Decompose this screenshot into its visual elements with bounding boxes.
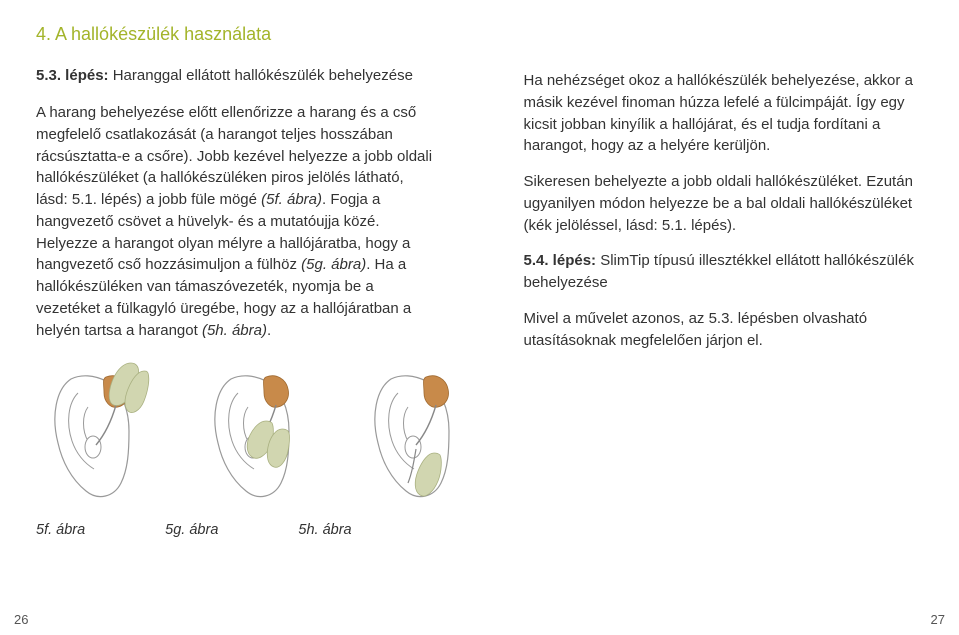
section-header: 4. A hallókészülék használata bbox=[36, 24, 436, 45]
caption-5f: 5f. ábra bbox=[36, 522, 85, 538]
fig-ref-5g: (5g. ábra) bbox=[301, 256, 366, 273]
right-para-1: Ha nehézséget okoz a hallókészülék behel… bbox=[524, 70, 924, 157]
step-5-3-heading: 5.3. lépés: Haranggal ellátott hallókész… bbox=[36, 67, 436, 84]
right-para-2: Sikeresen behelyezte a jobb oldali halló… bbox=[524, 171, 924, 236]
figure-5g bbox=[196, 361, 316, 506]
caption-row: 5f. ábra 5g. ábra 5h. ábra bbox=[36, 522, 436, 538]
caption-5g: 5g. ábra bbox=[165, 522, 218, 538]
step-5-4-label: 5.4. lépés: bbox=[524, 252, 597, 269]
page-number-right: 27 bbox=[931, 612, 945, 627]
fig-ref-5h: (5h. ábra) bbox=[202, 322, 267, 339]
ear-illustration-5g-icon bbox=[196, 361, 316, 506]
figure-5f bbox=[36, 361, 156, 506]
figure-row bbox=[36, 361, 436, 506]
ear-illustration-5h-icon bbox=[356, 361, 476, 506]
page-number-left: 26 bbox=[14, 612, 28, 627]
left-paragraph: A harang behelyezése előtt ellenőrizze a… bbox=[36, 102, 436, 341]
caption-5h: 5h. ábra bbox=[298, 522, 351, 538]
fig-ref-5f: (5f. ábra) bbox=[261, 191, 322, 208]
para1-d: . bbox=[267, 322, 271, 339]
step-title: Haranggal ellátott hallókészülék behelye… bbox=[109, 67, 413, 84]
step-label: 5.3. lépés: bbox=[36, 67, 109, 84]
step-5-4-heading: 5.4. lépés: SlimTip típusú illesztékkel … bbox=[524, 250, 924, 294]
figure-5h bbox=[356, 361, 476, 506]
ear-illustration-5f-icon bbox=[36, 361, 156, 506]
right-para-3: Mivel a művelet azonos, az 5.3. lépésben… bbox=[524, 308, 924, 352]
